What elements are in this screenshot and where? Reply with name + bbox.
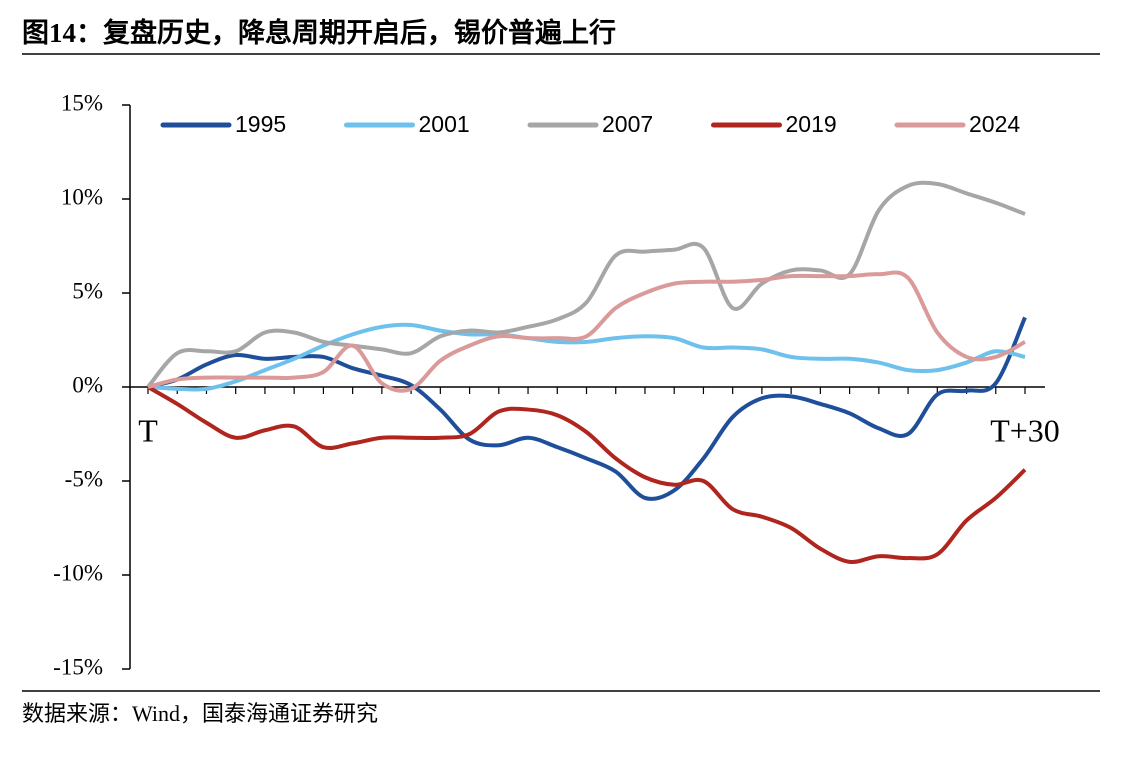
line-series — [146, 180, 1026, 389]
y-tick-label: 10% — [61, 184, 103, 209]
x-tick-label: T — [138, 412, 158, 448]
y-tick-label: -15% — [53, 654, 103, 679]
y-tick-label: -5% — [65, 466, 103, 491]
line-series — [147, 316, 1027, 501]
line-series — [146, 385, 1027, 564]
line-series — [147, 322, 1026, 392]
legend-label: 2001 — [419, 111, 470, 137]
legend-label: 2007 — [602, 111, 653, 137]
y-tick-label: 0% — [72, 372, 103, 397]
chart-title: 图14：复盘历史，降息周期开启后，锡价普遍上行 — [22, 17, 616, 48]
y-tick-label: 15% — [61, 90, 103, 115]
legend-label: 1995 — [235, 111, 286, 137]
source: 数据来源：Wind，国泰海通证券研究 — [22, 701, 378, 726]
line-series — [147, 270, 1026, 393]
y-tick-label: 5% — [72, 278, 103, 303]
x-tick-label: T+30 — [990, 412, 1060, 448]
legend-label: 2019 — [786, 111, 837, 137]
y-tick-label: -10% — [53, 560, 103, 585]
legend-label: 2024 — [969, 111, 1020, 137]
